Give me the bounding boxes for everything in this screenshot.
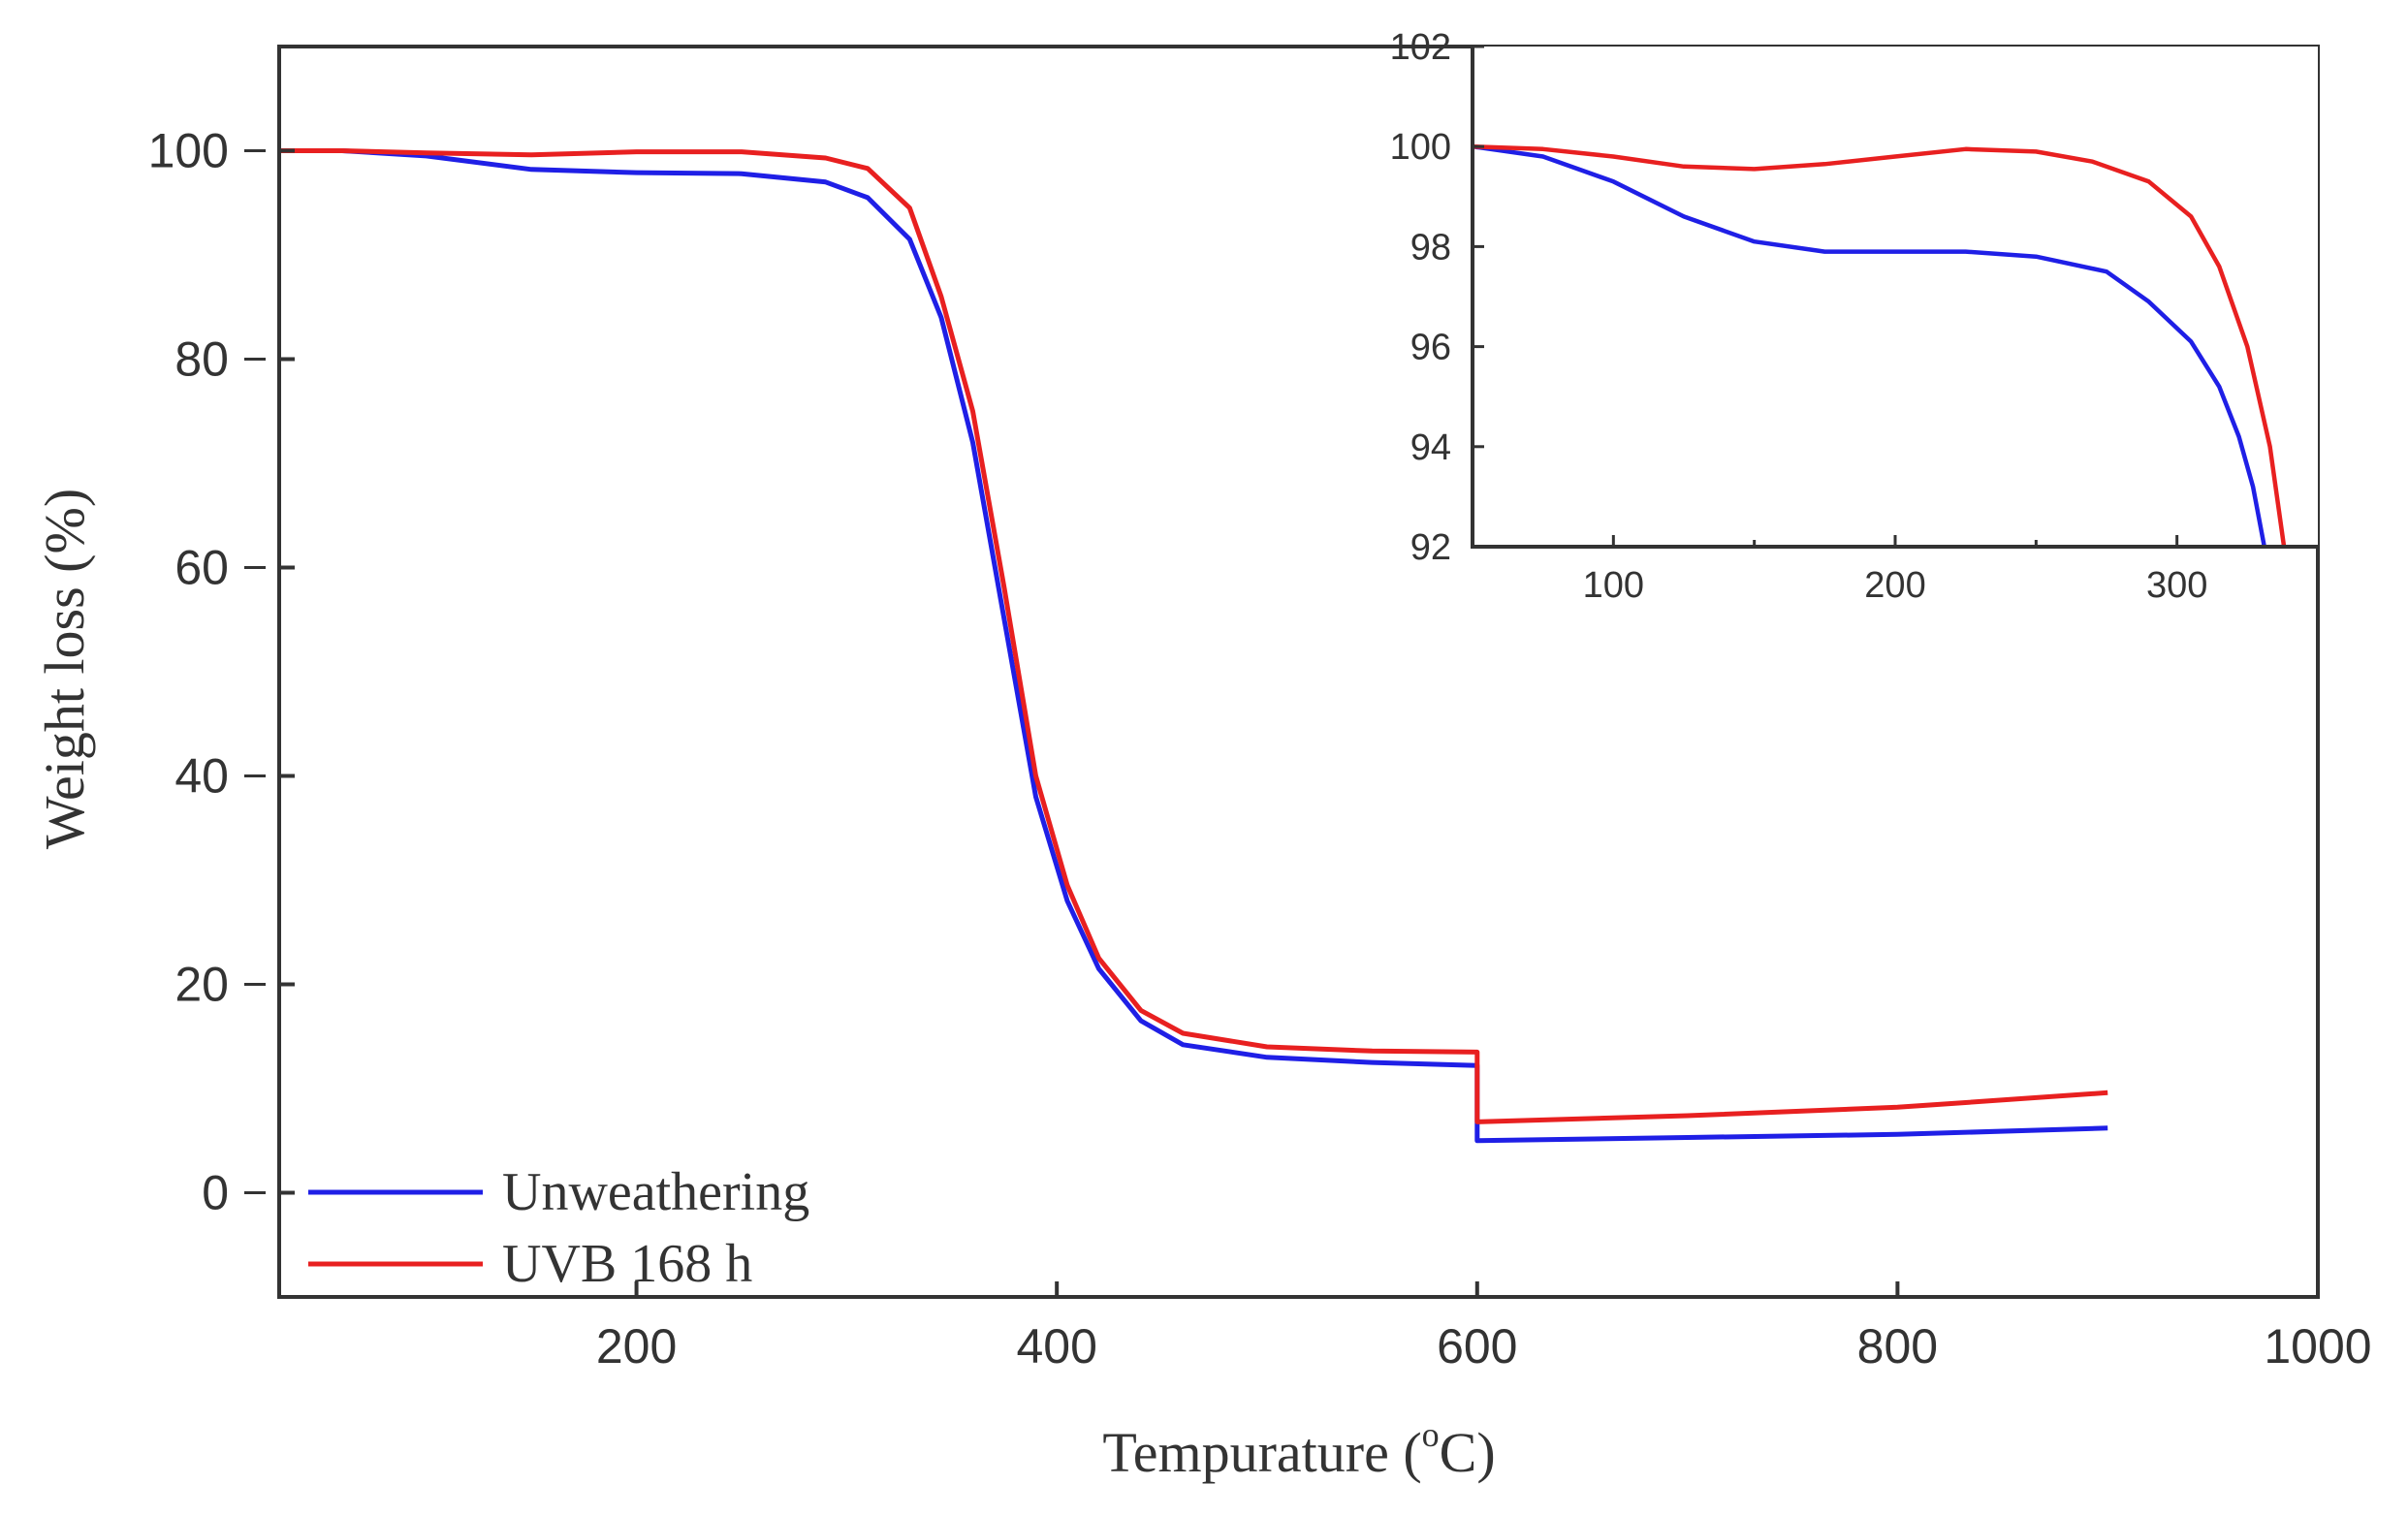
legend-label-0: Unweathering: [502, 1162, 809, 1222]
main-x-tick-label: 400: [1016, 1319, 1096, 1374]
main-x-tick-label: 600: [1437, 1319, 1517, 1374]
main-x-tick-label: 200: [596, 1319, 677, 1374]
inset-y-tick-label: 94: [1410, 427, 1451, 468]
main-axis-ticks: 200 400 600 800 1000 0 20 40 60 80 100: [148, 124, 2372, 1374]
main-y-tick-label: 80: [174, 332, 229, 387]
inset-axis-ticks: 100 200 300 92 94 96 98 100 102: [1390, 27, 2208, 606]
inset-series-line-1: [1472, 143, 2287, 548]
inset-background: [1473, 47, 2318, 547]
x-axis-title: Tempurature (oC): [1102, 1415, 1495, 1484]
inset-x-tick-label: 100: [1583, 565, 1644, 606]
main-plot-frame: [277, 45, 2320, 1299]
main-y-tick-label: 0: [202, 1166, 229, 1220]
legend: Unweathering UVB 168 h: [308, 1162, 809, 1294]
inset-y-tick-label: 92: [1410, 527, 1451, 568]
inset-series-line-0: [1472, 143, 2267, 548]
main-y-tick-label: 20: [174, 958, 229, 1012]
y-axis-title: Weight loss (%): [33, 489, 96, 849]
inset-y-tick-label: 96: [1410, 328, 1451, 368]
inset-y-tick-label: 98: [1410, 227, 1451, 268]
main-x-tick-label: 1000: [2264, 1319, 2371, 1374]
inset-y-tick-label: 100: [1390, 127, 1451, 168]
main-y-tick-label: 60: [174, 541, 229, 595]
main-plot: 200 400 600 800 1000 0 20 40 60 80 100: [148, 45, 2372, 1374]
main-y-tick-label: 40: [174, 749, 229, 804]
inset-x-tick-label: 300: [2146, 565, 2207, 606]
legend-label-1: UVB 168 h: [502, 1234, 752, 1294]
inset-x-tick-label: 200: [1864, 565, 1925, 606]
main-series-lines: [279, 148, 2108, 1144]
main-series-line-1: [279, 148, 2108, 1124]
inset-series-lines: [1472, 143, 2287, 548]
main-y-tick-label: 100: [148, 124, 229, 178]
inset-plot: 100 200 300 92 94 96 98 100 102: [1390, 27, 2318, 606]
main-x-tick-label: 800: [1857, 1319, 1938, 1374]
inset-y-tick-label: 102: [1390, 27, 1451, 68]
